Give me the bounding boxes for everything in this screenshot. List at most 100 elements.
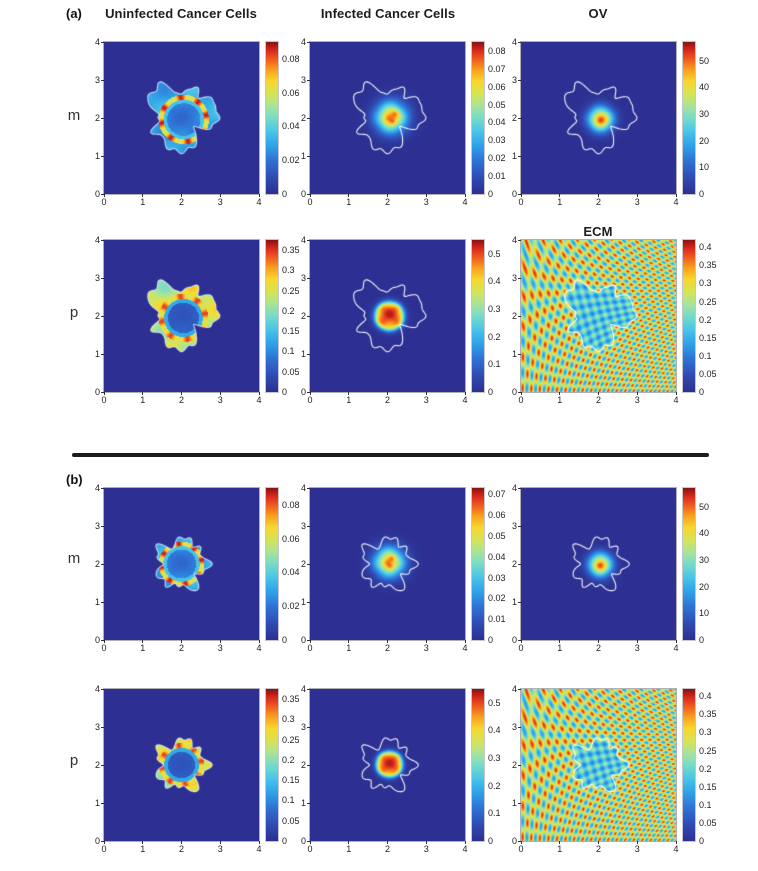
x-tick-label: 0: [101, 395, 107, 405]
x-tick-mark: [181, 640, 182, 643]
y-tick-mark: [518, 525, 521, 527]
heatmap-b-ecm: [520, 688, 677, 842]
x-tick-mark: [598, 392, 599, 395]
y-tick-label: 0: [300, 635, 306, 645]
y-tick-mark: [307, 487, 310, 489]
x-tick-label: 3: [217, 844, 223, 854]
x-tick-label: 1: [346, 197, 352, 207]
subplot-a-p-infected: 0 1 2 3 4 0 1 2 3 4 0 0.1 0.2 0.3 0.4 0.5: [284, 230, 524, 408]
colorbar-tick-label: 0: [488, 189, 494, 199]
x-tick-mark: [559, 194, 561, 197]
y-tick-mark: [518, 315, 521, 317]
y-tick-mark: [307, 155, 310, 157]
x-tick-mark: [464, 194, 466, 197]
x-tick-mark: [103, 841, 105, 844]
y-tick-mark: [518, 840, 521, 842]
y-tick-mark: [101, 277, 104, 279]
x-tick-label: 4: [256, 197, 262, 207]
y-tick-label: 3: [300, 521, 306, 531]
x-tick-mark: [387, 841, 388, 844]
x-tick-label: 0: [518, 395, 524, 405]
x-tick-label: 4: [462, 395, 468, 405]
colorbar-a-ecm: [682, 239, 696, 393]
y-tick-mark: [101, 353, 104, 355]
colorbar-tick-label: 0: [282, 387, 288, 397]
x-tick-mark: [181, 194, 182, 197]
colorbar-tick-label: 0: [282, 836, 288, 846]
y-tick-label: 2: [94, 311, 100, 321]
x-tick-mark: [103, 392, 105, 395]
subplot-b-p-uninfected: 0 1 2 3 4 0 1 2 3 4 0 0.05 0.1 0.15 0.2 0.25 0.3 0.35: [78, 679, 318, 857]
y-tick-label: 0: [511, 836, 517, 846]
subplot-b-p-infected: 0 1 2 3 4 0 1 2 3 4 0 0.1 0.2 0.3 0.4 0.5: [284, 679, 524, 857]
y-tick-mark: [518, 155, 521, 157]
y-tick-mark: [101, 41, 104, 43]
y-tick-mark: [307, 193, 310, 195]
x-tick-label: 0: [307, 643, 313, 653]
y-tick-label: 4: [300, 37, 306, 47]
x-tick-mark: [309, 392, 311, 395]
y-tick-label: 0: [94, 836, 100, 846]
y-tick-mark: [518, 802, 521, 804]
colorbar-a-m-uninfected: [265, 41, 279, 195]
colorbar-tick-label: 0: [699, 836, 705, 846]
x-tick-mark: [142, 841, 144, 844]
x-tick-mark: [425, 392, 427, 395]
heatmap-a-p-infected: [309, 239, 466, 393]
y-tick-mark: [101, 563, 104, 565]
subplot-a-m-infected: 0 1 2 3 4 0 1 2 3 4 0 0.01 0.02 0.03 0.04 0.05 0.06 0.07 0…: [284, 32, 524, 210]
subplot-a-m-uninfected: 0 1 2 3 4 0 1 2 3 4 0 0.02 0.04 0.06 0.08: [78, 32, 318, 210]
x-tick-label: 1: [346, 844, 352, 854]
y-tick-label: 4: [511, 684, 517, 694]
y-tick-mark: [307, 840, 310, 842]
heatmap-b-m-infected: [309, 487, 466, 641]
heatmap-b-p-infected: [309, 688, 466, 842]
colorbar-tick-label: 0.25: [699, 296, 717, 307]
colorbar-b-m-infected: [471, 487, 485, 641]
y-tick-mark: [518, 277, 521, 279]
y-tick-mark: [518, 726, 521, 728]
colorbar-tick-label: 0.5: [488, 248, 501, 259]
y-tick-mark: [518, 487, 521, 489]
colorbar-tick-label: 0.25: [282, 285, 300, 296]
x-tick-mark: [559, 392, 561, 395]
x-tick-label: 2: [595, 395, 601, 405]
colorbar-tick-label: 0.2: [282, 305, 295, 316]
heatmap-b-m-uninfected: [103, 487, 260, 641]
x-tick-mark: [258, 392, 260, 395]
colorbar-tick-label: 0: [488, 836, 494, 846]
colorbar-tick-label: 0: [699, 635, 705, 645]
x-tick-label: 1: [557, 395, 563, 405]
y-tick-mark: [307, 525, 310, 527]
x-tick-mark: [636, 640, 638, 643]
x-tick-label: 4: [462, 643, 468, 653]
y-tick-mark: [101, 117, 104, 119]
heatmap-a-p-uninfected: [103, 239, 260, 393]
y-tick-mark: [518, 764, 521, 766]
colorbar-tick-label: 0.2: [488, 331, 501, 342]
colorbar-b-m-uninfected: [265, 487, 279, 641]
x-tick-label: 0: [101, 643, 107, 653]
column-title-infected: Infected Cancer Cells: [320, 6, 456, 21]
colorbar-tick-label: 50: [699, 55, 710, 66]
y-tick-mark: [101, 525, 104, 527]
y-tick-label: 1: [300, 798, 306, 808]
x-tick-label: 2: [384, 197, 390, 207]
y-tick-label: 3: [300, 273, 306, 283]
x-tick-label: 3: [634, 844, 640, 854]
colorbar-tick-label: 0.05: [282, 815, 300, 826]
y-tick-mark: [101, 239, 104, 241]
colorbar-tick-label: 0.1: [488, 359, 501, 370]
x-tick-mark: [348, 194, 350, 197]
colorbar-tick-label: 0.1: [282, 795, 295, 806]
x-tick-label: 3: [423, 395, 429, 405]
colorbar-tick-label: 40: [699, 82, 710, 93]
y-tick-mark: [307, 802, 310, 804]
x-tick-mark: [387, 194, 388, 197]
colorbar-a-p-infected: [471, 239, 485, 393]
colorbar-tick-label: 0.08: [488, 45, 506, 56]
colorbar-tick-label: 0.3: [699, 727, 712, 738]
x-tick-label: 3: [634, 395, 640, 405]
